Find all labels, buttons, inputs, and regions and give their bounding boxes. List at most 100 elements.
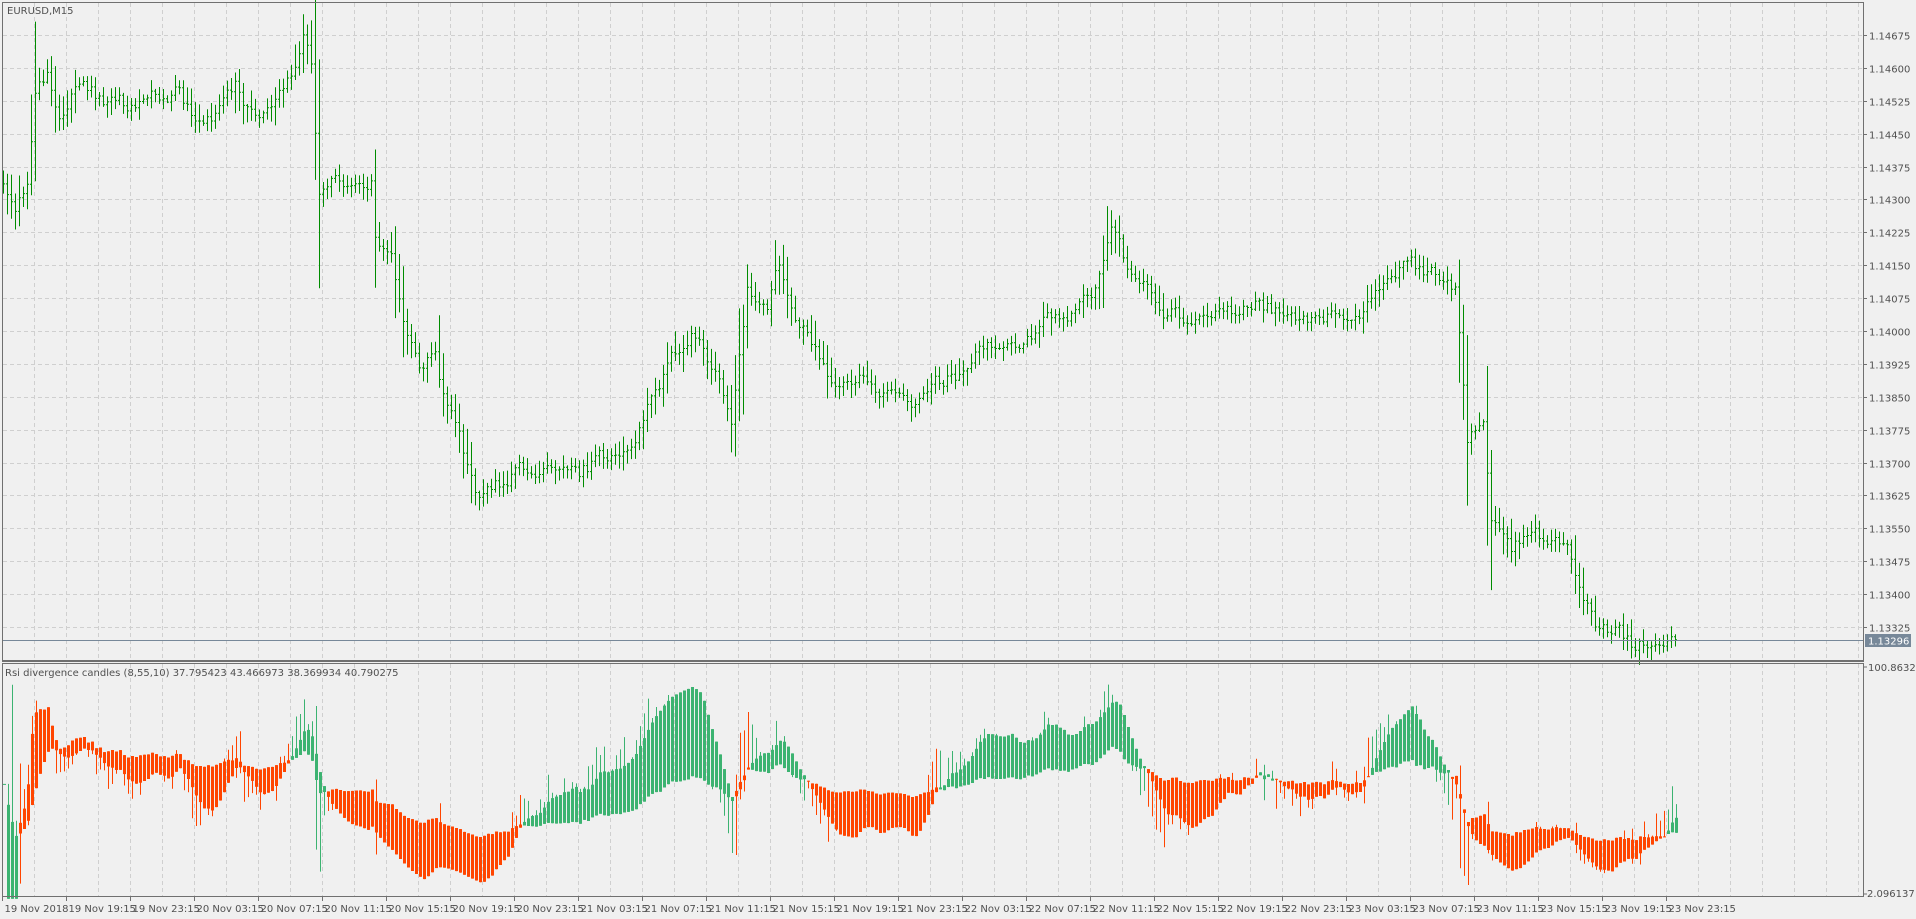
indicator-candle-up — [1387, 734, 1390, 768]
price-bar — [342, 174, 345, 197]
indicator-candle-down — [343, 791, 346, 818]
indicator-candle-up — [691, 687, 694, 777]
indicator-candle-up — [599, 772, 602, 814]
indicator-candle-down — [495, 831, 498, 870]
price-bar — [6, 173, 9, 215]
indicator-candle-down — [807, 780, 810, 782]
price-bar — [54, 66, 57, 133]
indicator-candle-down — [1223, 778, 1226, 800]
price-bar — [810, 315, 813, 352]
price-bar — [706, 340, 709, 380]
price-bar — [602, 443, 605, 469]
indicator-candle-up — [11, 821, 14, 899]
indicator-candle-down — [1451, 776, 1454, 779]
indicator-panel-frame[interactable] — [2, 663, 1864, 897]
indicator-candle-up — [703, 700, 706, 781]
price-bar — [882, 383, 885, 408]
indicator-candle-down — [835, 792, 838, 830]
price-bar — [310, 20, 313, 74]
price-bar — [674, 331, 677, 361]
indicator-candle-up — [607, 772, 610, 816]
price-bar — [986, 338, 989, 361]
indicator-candle-down — [1323, 784, 1326, 799]
price-bar — [1298, 306, 1301, 331]
indicator-candle-down — [1283, 781, 1286, 787]
indicator-scale-min: 2.096137 — [1867, 889, 1915, 900]
indicator-candle-up — [723, 769, 726, 794]
indicator-candle-up — [1383, 742, 1386, 770]
price-axis[interactable]: 1.14675 1.14600 1.14525 1.14450 1.14375 1.143… — [1863, 32, 1910, 635]
indicator-candle-down — [1503, 833, 1506, 866]
price-bar — [786, 256, 789, 319]
indicator-candle-down — [1295, 783, 1298, 794]
price-bar — [1434, 262, 1437, 286]
time-tick-label: 22 Nov 19:15 — [1221, 904, 1288, 915]
price-bar — [1390, 269, 1393, 284]
price-bar — [1122, 234, 1125, 263]
indicator-candle-down — [383, 803, 386, 843]
indicator-candle-down — [199, 766, 202, 803]
price-bar — [698, 326, 701, 346]
price-bar — [86, 76, 89, 101]
price-bar — [338, 164, 341, 192]
indicator-candle-down — [1583, 836, 1586, 855]
time-tick-label: 19 Nov 23:15 — [133, 904, 200, 915]
price-bar — [314, 0, 317, 180]
indicator-label: Rsi divergence candles (8,55,10) 37.7954… — [5, 668, 399, 679]
price-bar — [1154, 283, 1157, 315]
price-bar — [510, 461, 513, 493]
price-bar — [1590, 598, 1593, 626]
indicator-candle-down — [151, 752, 154, 775]
indicator-candle-down — [883, 793, 886, 833]
indicator-candle-down — [879, 794, 882, 833]
indicator-candle-down — [451, 826, 454, 870]
price-bar — [570, 457, 573, 480]
price-bar — [1074, 303, 1077, 324]
indicator-candle-down — [1543, 829, 1546, 849]
indicator-candle-down — [1335, 781, 1338, 788]
indicator-candle-down — [91, 741, 94, 751]
price-bar — [1542, 528, 1545, 550]
indicator-candle-up — [1091, 724, 1094, 765]
price-bar — [558, 466, 561, 481]
price-bar — [586, 452, 589, 479]
price-bar — [1010, 335, 1013, 356]
price-bar — [766, 299, 769, 315]
price-bars — [2, 0, 1677, 665]
indicator-candle-up — [1019, 742, 1022, 780]
indicator-candle-down — [1163, 780, 1166, 809]
indicator-candle-down — [1599, 840, 1602, 870]
price-bar — [1366, 285, 1369, 323]
price-bar — [1046, 303, 1049, 319]
price-bar — [490, 478, 493, 498]
time-tick-label: 22 Nov 23:15 — [1285, 904, 1352, 915]
indicator-candle-up — [551, 798, 554, 824]
price-bar — [1654, 633, 1657, 652]
indicator-candle-down — [1591, 838, 1594, 863]
price-bar — [1274, 301, 1277, 327]
price-bar — [846, 373, 849, 390]
price-bar — [150, 80, 153, 109]
time-tick-label: 20 Nov 19:15 — [453, 904, 520, 915]
indicator-candle-down — [247, 766, 250, 777]
time-tick-label: 22 Nov 11:15 — [1093, 904, 1160, 915]
indicator-candle-down — [1171, 777, 1174, 816]
price-bar — [1086, 288, 1089, 308]
indicator-candle-up — [611, 770, 614, 815]
price-bar — [470, 442, 473, 504]
price-bar — [42, 69, 45, 87]
indicator-candle-down — [1555, 827, 1558, 842]
indicator-candle-up — [1263, 775, 1266, 780]
price-bar — [1350, 319, 1353, 329]
indicator-candle-up — [647, 729, 650, 797]
price-bar — [1662, 634, 1665, 653]
price-bar — [1282, 298, 1285, 324]
price-bar — [206, 109, 209, 132]
indicator-candle-down — [123, 755, 126, 775]
price-bar — [1146, 274, 1149, 300]
indicator-candle-down — [271, 766, 274, 791]
price-bar — [90, 75, 93, 98]
price-bar — [394, 226, 397, 319]
